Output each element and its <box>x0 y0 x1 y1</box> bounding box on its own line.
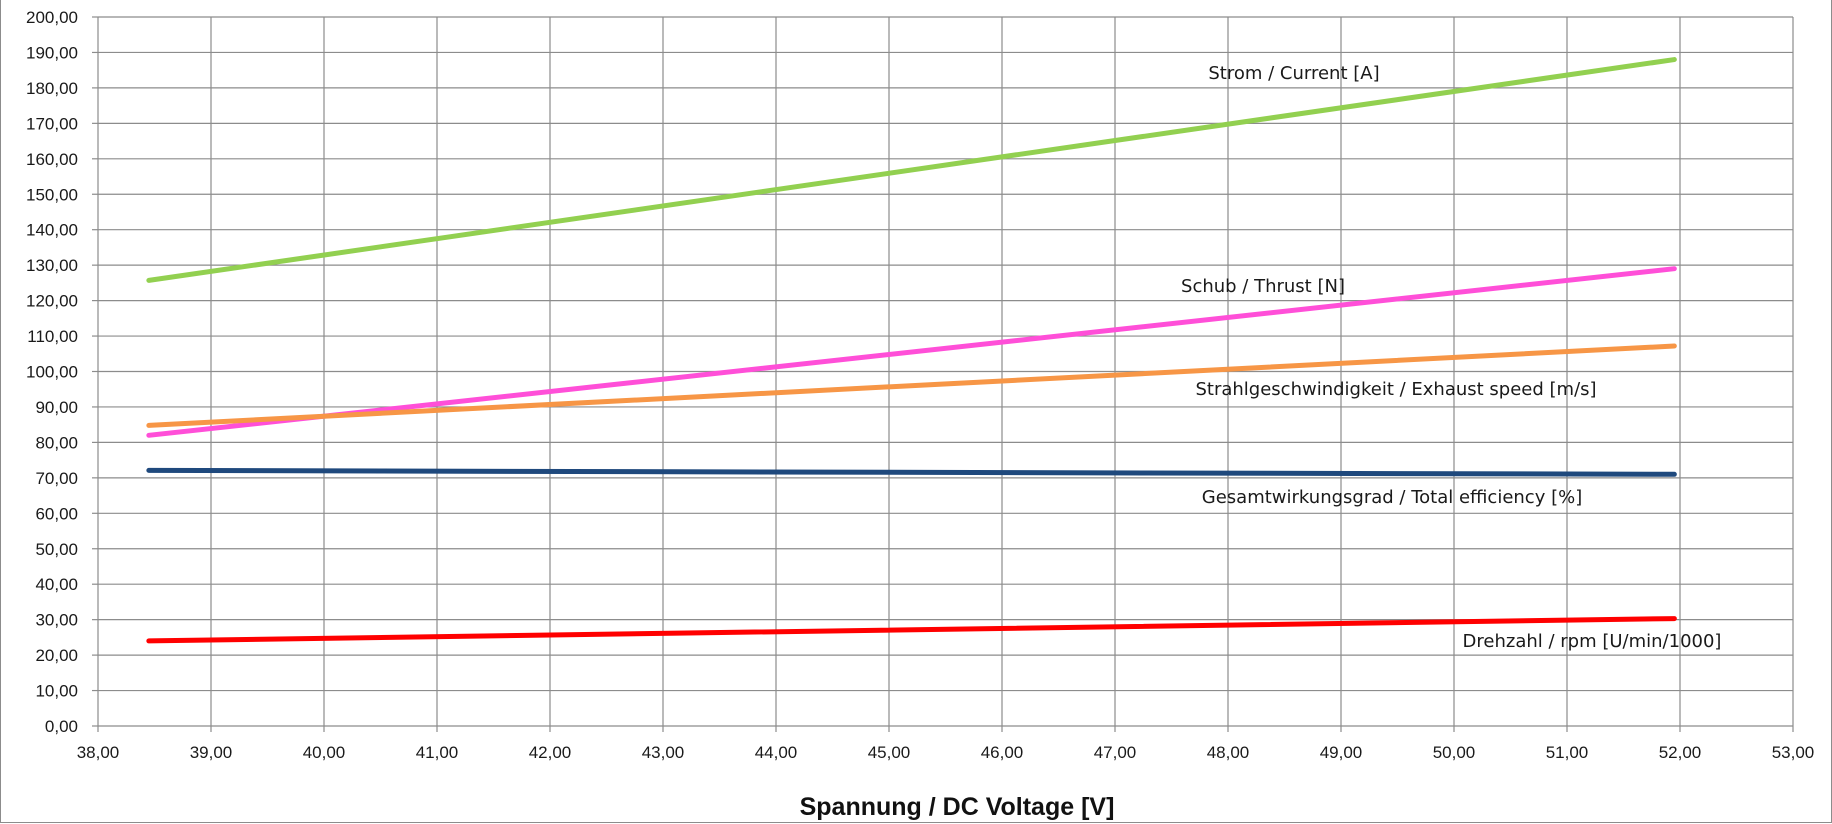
y-tick-label: 180,00 <box>26 79 78 98</box>
y-tick-label: 110,00 <box>27 327 78 346</box>
x-tick-label: 38,00 <box>77 743 120 762</box>
grid <box>92 16 1794 732</box>
y-tick-label: 30,00 <box>35 611 78 630</box>
series-label-4: Drehzahl / rpm [U/min/1000] <box>1463 631 1722 652</box>
x-tick-label: 39,00 <box>190 743 233 762</box>
series-label-3: Gesamtwirkungsgrad / Total efficiency [%… <box>1202 487 1582 508</box>
y-axis-ticks: 0,00 10,00 20,00 30,00 40,00 50,00 60,00 70,00 8… <box>26 8 78 736</box>
series-label-1: Schub / Thrust [N] <box>1181 276 1345 297</box>
x-tick-label: 52,00 <box>1659 743 1702 762</box>
x-tick-label: 41,00 <box>416 743 459 762</box>
x-tick-label: 53,00 <box>1772 743 1815 762</box>
y-tick-label: 80,00 <box>35 433 78 452</box>
x-tick-label: 49,00 <box>1320 743 1363 762</box>
y-tick-label: 100,00 <box>26 363 78 382</box>
series-line-2 <box>146 343 1677 428</box>
x-tick-label: 45,00 <box>868 743 911 762</box>
y-tick-label: 70,00 <box>35 469 78 488</box>
x-axis-ticks: 38,00 39,00 40,00 41,00 42,00 43,00 44,00 45,00… <box>77 743 1815 762</box>
x-tick-label: 48,00 <box>1207 743 1250 762</box>
x-tick-label: 47,00 <box>1094 743 1137 762</box>
y-tick-label: 10,00 <box>35 682 78 701</box>
x-tick-label: 44,00 <box>755 743 798 762</box>
y-tick-label: 200,00 <box>26 8 78 27</box>
x-tick-label: 40,00 <box>303 743 346 762</box>
x-tick-label: 43,00 <box>642 743 685 762</box>
series-lines <box>146 57 1677 644</box>
y-tick-label: 90,00 <box>35 398 78 417</box>
y-tick-label: 140,00 <box>26 221 78 240</box>
series-line-1 <box>146 266 1677 438</box>
series-labels: Strom / Current [A] Schub / Thrust [N] Str… <box>1181 63 1721 652</box>
x-tick-label: 42,00 <box>529 743 572 762</box>
x-tick-label: 51,00 <box>1546 743 1589 762</box>
series-line-4 <box>146 616 1677 644</box>
y-tick-label: 50,00 <box>35 540 78 559</box>
y-tick-label: 120,00 <box>26 292 78 311</box>
y-tick-label: 20,00 <box>35 646 78 665</box>
series-line-0 <box>146 57 1677 283</box>
series-label-2: Strahlgeschwindigkeit / Exhaust speed [m… <box>1195 379 1596 400</box>
y-tick-label: 60,00 <box>35 504 78 523</box>
x-axis-title: Spannung / DC Voltage [V] <box>800 793 1115 821</box>
series-line-3 <box>146 467 1677 477</box>
y-tick-label: 0,00 <box>45 717 78 736</box>
series-label-0: Strom / Current [A] <box>1208 63 1379 84</box>
y-tick-label: 160,00 <box>26 150 78 169</box>
y-tick-label: 190,00 <box>26 43 78 62</box>
y-tick-label: 130,00 <box>26 256 78 275</box>
y-tick-label: 40,00 <box>35 575 78 594</box>
x-tick-label: 50,00 <box>1433 743 1476 762</box>
y-tick-label: 150,00 <box>26 185 78 204</box>
x-tick-label: 46,00 <box>981 743 1024 762</box>
y-tick-label: 170,00 <box>26 114 78 133</box>
